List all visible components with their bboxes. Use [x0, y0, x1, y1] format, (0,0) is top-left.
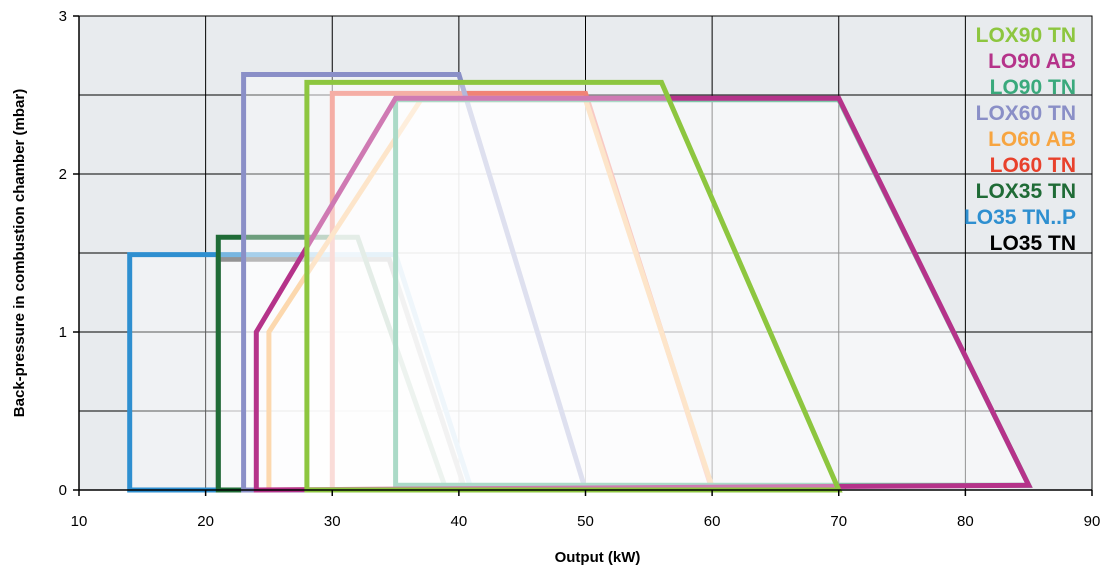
- legend-label: LOX60 TN: [976, 102, 1076, 125]
- series-group: [127, 72, 1033, 493]
- legend-label: LO90 AB: [988, 50, 1076, 73]
- legend-label: LOX90 TN: [976, 24, 1076, 47]
- x-tick-label: 10: [71, 513, 88, 530]
- series-line: [253, 95, 1033, 493]
- legend-label: LO35 TN..P: [964, 206, 1076, 229]
- x-tick-label: 90: [1084, 513, 1101, 530]
- y-tick-label: 1: [59, 324, 67, 341]
- x-tick-label: 80: [957, 513, 974, 530]
- y-tick-label: 2: [59, 166, 67, 183]
- legend: LOX90 TN LO90 AB LO90 TN LOX60 TN LO60 AB LO6…: [964, 24, 1076, 255]
- legend-label: LOX35 TN: [976, 180, 1076, 203]
- y-tick-label: 3: [59, 8, 67, 25]
- legend-label: LO60 TN: [990, 154, 1076, 177]
- x-tick-label: 20: [197, 513, 214, 530]
- y-axis-title: Back-pressure in combustion chamber (mba…: [11, 89, 28, 417]
- x-tick-label: 60: [704, 513, 721, 530]
- legend-label: LO60 AB: [988, 128, 1076, 151]
- x-tick-label: 30: [324, 513, 341, 530]
- x-axis-title: Output (kW): [555, 549, 641, 566]
- x-tick-label: 70: [830, 513, 847, 530]
- y-tick-label: 0: [59, 482, 67, 499]
- x-tick-label: 40: [451, 513, 468, 530]
- axes: 0 1 2 3 10 20 30 40 50 60 70 80 90: [59, 8, 1101, 530]
- x-tick-label: 50: [577, 513, 594, 530]
- legend-label: LO35 TN: [990, 232, 1076, 255]
- legend-label: LO90 TN: [990, 76, 1076, 99]
